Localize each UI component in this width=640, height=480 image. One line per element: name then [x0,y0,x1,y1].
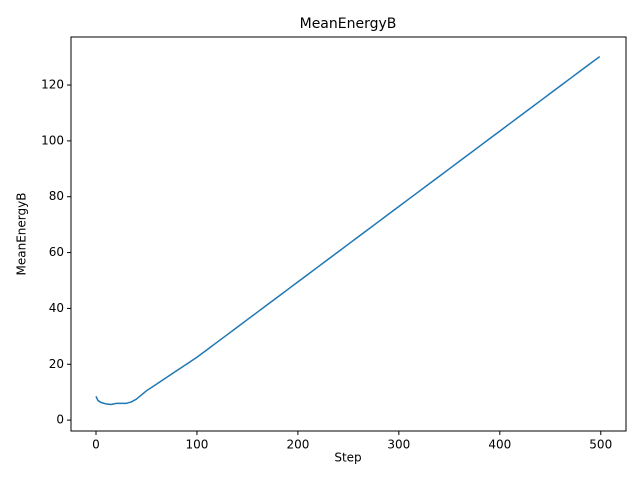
x-tick-label: 100 [185,438,208,452]
y-axis-label: MeanEnergyB [15,193,29,276]
chart-title: MeanEnergyB [300,16,397,32]
y-tick-label: 60 [49,245,64,259]
x-tick-label: 300 [387,438,410,452]
y-tick-label: 40 [49,301,64,315]
data-line [95,55,601,406]
y-tick-label: 0 [56,413,64,427]
y-tick-label: 100 [41,133,64,147]
x-tick-label: 500 [589,438,612,452]
y-tick-label: 120 [41,78,64,92]
x-tick-label: 400 [488,438,511,452]
plot-frame [70,36,627,432]
y-tick-label: 20 [49,357,64,371]
x-axis-label: Step [334,451,361,465]
x-tick-label: 0 [92,438,100,452]
x-tick-label: 200 [286,438,309,452]
y-tick-label: 80 [49,189,64,203]
